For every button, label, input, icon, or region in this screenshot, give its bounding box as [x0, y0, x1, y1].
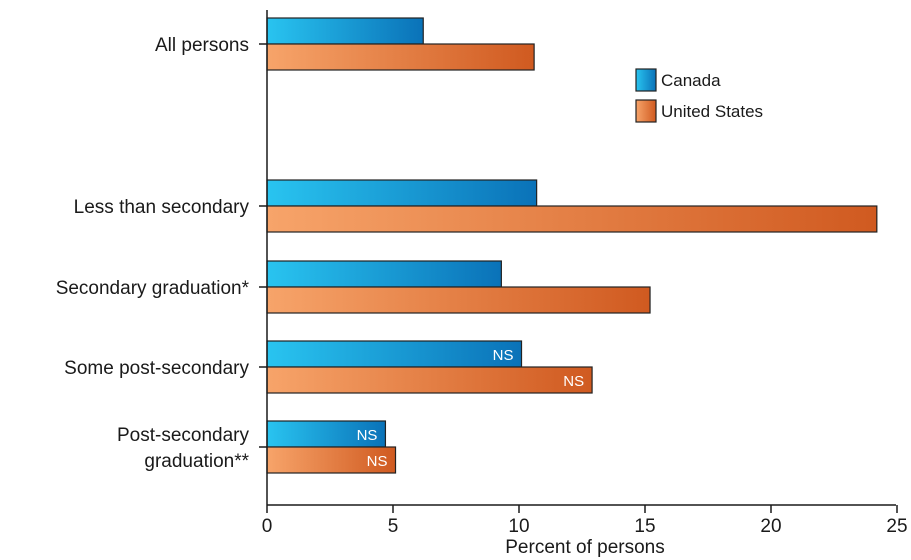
annotation-united-states-4: NS: [367, 453, 388, 470]
bar-united-states-1: [266, 205, 878, 233]
category-label-2: Secondary graduation*: [56, 278, 250, 299]
bar-united-states-2: [266, 286, 651, 314]
x-tick-label-25: 25: [886, 516, 907, 537]
bar-canada-3: [266, 340, 523, 368]
x-tick-label-15: 15: [634, 516, 655, 537]
x-tick-label-20: 20: [760, 516, 781, 537]
category-label-0: All persons: [155, 35, 249, 56]
axes: [266, 10, 896, 506]
bar-canada-0: [266, 17, 424, 45]
category-label-3: Some post-secondary: [64, 358, 249, 379]
x-axis-ticks: 0 5 10 15 20 25: [262, 505, 908, 537]
legend: Canada United States: [635, 68, 763, 123]
x-tick-label-0: 0: [262, 516, 273, 537]
annotation-united-states-3: NS: [563, 373, 584, 390]
x-tick-label-5: 5: [388, 516, 399, 537]
bars-layer: NS NS NS NS: [266, 17, 878, 474]
x-tick-label-10: 10: [508, 516, 529, 537]
category-label-1: Less than secondary: [74, 197, 250, 218]
bar-canada-1: [266, 179, 538, 207]
annotation-canada-4: NS: [357, 427, 378, 444]
legend-swatch-united-states: [635, 99, 657, 123]
annotation-canada-3: NS: [493, 347, 514, 364]
category-label-4-line-1: graduation**: [144, 451, 249, 472]
bar-united-states-3: [266, 366, 593, 394]
bar-united-states-4: [266, 446, 397, 474]
legend-label-united-states: United States: [661, 102, 763, 121]
category-labels: All persons Less than secondary Secondary …: [56, 35, 267, 472]
legend-label-canada: Canada: [661, 71, 721, 90]
bar-canada-2: [266, 260, 502, 288]
bar-united-states-0: [266, 43, 535, 71]
x-axis-title: Percent of persons: [505, 537, 664, 558]
category-label-4-line-0: Post-secondary: [117, 425, 250, 446]
legend-swatch-canada: [635, 68, 657, 92]
